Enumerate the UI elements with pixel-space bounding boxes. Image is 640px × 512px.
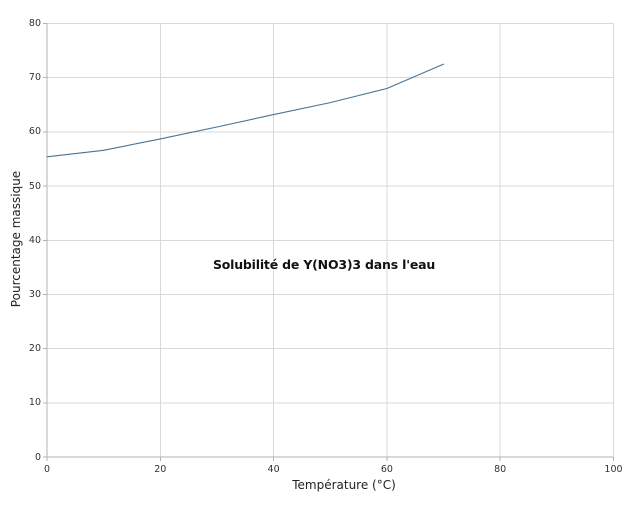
chart-title: Solubilité de Y(NO3)3 dans l'eau bbox=[212, 257, 436, 272]
x-axis-title: Température (°C) bbox=[292, 478, 396, 492]
y-tick-label: 60 bbox=[28, 126, 41, 138]
x-tick-label: 40 bbox=[267, 464, 280, 475]
y-tick-label: 40 bbox=[28, 234, 41, 246]
y-tick-label: 50 bbox=[28, 180, 41, 192]
y-tick-label: 20 bbox=[28, 343, 41, 355]
x-tick-label: 60 bbox=[380, 464, 393, 475]
x-tick-label: 0 bbox=[43, 464, 51, 475]
x-tick-label: 100 bbox=[604, 464, 623, 475]
y-tick-label: 30 bbox=[28, 288, 41, 300]
x-tick-label: 20 bbox=[154, 464, 167, 475]
x-tick-label: 80 bbox=[494, 464, 507, 475]
y-tick-label: 10 bbox=[28, 397, 41, 409]
y-tick-label: 0 bbox=[34, 451, 41, 463]
y-tick-label: 70 bbox=[28, 72, 41, 84]
y-tick-label: 80 bbox=[28, 18, 41, 29]
solubility-curve bbox=[46, 63, 445, 158]
